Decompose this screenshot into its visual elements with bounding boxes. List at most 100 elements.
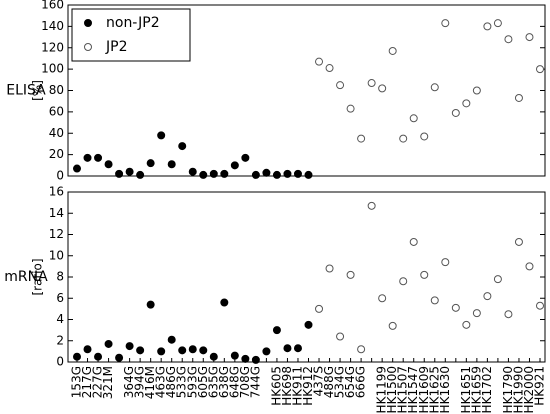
point	[230, 351, 239, 360]
x-tick-label: HK911	[290, 366, 304, 406]
x-tick-label: HK1651	[459, 366, 473, 413]
point	[293, 169, 302, 178]
point	[430, 83, 439, 92]
point	[220, 169, 229, 178]
point	[514, 93, 523, 102]
point	[199, 346, 208, 355]
point	[493, 275, 502, 284]
point	[441, 258, 450, 267]
point	[125, 342, 134, 351]
y-tick-label: 80	[49, 83, 64, 97]
point	[167, 335, 176, 344]
x-tick-label: HK921	[533, 366, 547, 406]
point	[357, 345, 366, 354]
point	[73, 352, 81, 361]
y-tick-label: 10	[49, 248, 64, 262]
point	[146, 159, 155, 168]
y-tick-label: 60	[49, 104, 64, 118]
y-tick-label: 120	[41, 40, 64, 54]
x-tick-label: 416M	[143, 366, 157, 399]
point	[293, 344, 302, 353]
point	[504, 310, 513, 319]
point	[346, 104, 355, 113]
y-tick-label: 100	[41, 62, 64, 76]
y-tick-label: 40	[49, 126, 64, 140]
point	[157, 131, 166, 140]
x-tick-label: HK2000	[522, 366, 536, 413]
point	[388, 321, 397, 330]
point	[493, 19, 502, 28]
point	[125, 167, 134, 176]
point	[209, 352, 218, 361]
x-tick-label: HK1659	[469, 366, 483, 413]
x-tick-label: HK1609	[417, 366, 431, 413]
point	[336, 81, 345, 90]
point	[315, 304, 324, 313]
point	[241, 153, 250, 162]
plot-frame	[67, 191, 546, 363]
x-tick-label: 217G	[80, 366, 94, 398]
point	[83, 345, 92, 354]
x-tick-label: 437S	[312, 366, 326, 397]
point	[94, 153, 103, 162]
x-tick-label: 605G	[196, 366, 210, 398]
point	[94, 352, 103, 361]
y-axis-label: [ratio]	[31, 258, 45, 295]
y-tick-label: 140	[41, 19, 64, 33]
row-label: ELISA	[6, 83, 46, 99]
y-tick-label: 20	[49, 147, 64, 161]
x-tick-label: 654G	[343, 366, 357, 398]
y-tick-label: 4	[56, 312, 64, 326]
row-label: mRNA	[4, 269, 48, 285]
point	[136, 346, 145, 355]
x-tick-label: 486G	[164, 366, 178, 398]
x-tick-label: 744G	[248, 366, 262, 398]
point	[367, 201, 376, 210]
x-tick-label: 153G	[70, 366, 84, 398]
point	[357, 134, 366, 143]
point	[451, 303, 460, 312]
x-tick-label: 488G	[322, 366, 336, 398]
y-tick-label: 0	[56, 169, 64, 183]
point	[115, 169, 124, 178]
point	[272, 170, 281, 179]
point	[315, 57, 324, 66]
point	[378, 294, 387, 303]
point	[399, 134, 408, 143]
point	[378, 84, 387, 93]
point	[514, 237, 523, 246]
point	[472, 309, 481, 318]
y-axis-label: [%]	[31, 80, 45, 101]
x-tick-label: HK1500	[385, 366, 399, 413]
point	[104, 339, 113, 348]
y-tick-label: 16	[49, 185, 64, 199]
y-tick-label: 6	[56, 291, 64, 305]
y-tick-label: 8	[56, 270, 64, 284]
point	[262, 347, 271, 356]
x-tick-label: 533G	[175, 366, 189, 398]
point	[536, 65, 544, 74]
point	[462, 99, 471, 108]
point	[325, 264, 334, 273]
y-tick-label: 12	[49, 227, 64, 241]
point	[483, 22, 492, 31]
legend-box	[71, 8, 191, 62]
point	[209, 169, 218, 178]
point	[420, 132, 429, 141]
point	[325, 64, 334, 73]
point	[262, 168, 271, 177]
point	[409, 114, 418, 123]
x-tick-label: HK1547	[406, 366, 420, 413]
point	[462, 320, 471, 329]
x-tick-label: 638G	[217, 366, 231, 398]
point	[283, 344, 292, 353]
point	[346, 270, 355, 279]
x-tick-label: HK1507	[396, 366, 410, 413]
point	[73, 164, 81, 173]
x-tick-label: 708G	[238, 366, 252, 398]
x-tick-label: HK1990	[511, 366, 525, 413]
legend-marker	[84, 43, 92, 51]
point	[388, 46, 397, 55]
point	[188, 167, 197, 176]
x-tick-label: HK912	[301, 366, 315, 406]
